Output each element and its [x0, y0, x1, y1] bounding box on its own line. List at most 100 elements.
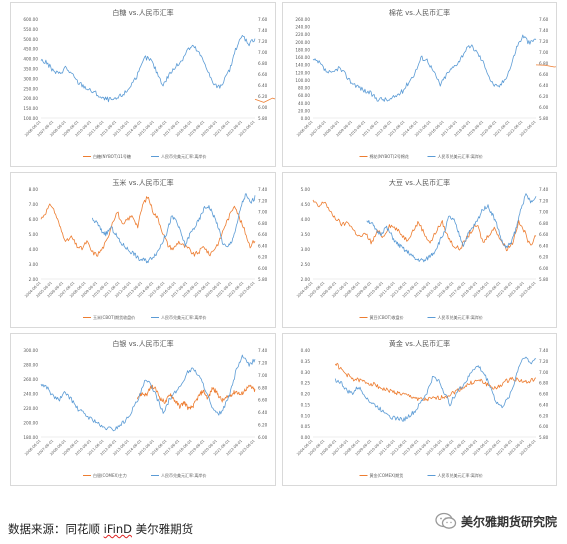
y-left-tick-label: 160.00: [295, 55, 310, 60]
chart-panel: 黄金 vs.人民币汇率 0.40 0.35 0.30 0.25 0.20 0.15 0.10 0…: [282, 333, 557, 486]
y-right-tick-label: 6.00: [539, 424, 549, 429]
y-left-tick-label: 500.00: [23, 37, 38, 42]
legend-label: 玉米(CBOT)期货收盘价: [93, 314, 135, 320]
wechat-icon: [435, 512, 457, 529]
legend-label: 黄金(COMEX)期货: [370, 472, 404, 478]
y-left-tick-label: 250.00: [23, 86, 38, 91]
chart-svg: 8.00 7.00 6.00 5.00 4.00 3.00 2.00 7.40 7.20 7.00…: [24, 187, 268, 320]
y-right-tick-label: 5.80: [539, 435, 549, 440]
y-left-tick-label: 20.00: [298, 108, 310, 113]
y-left-tick-label: 0.00: [301, 435, 311, 440]
legend-label: 人民币兑美元汇率:离岸价: [438, 472, 483, 478]
y-left-tick-label: 280.00: [23, 363, 38, 368]
legend-label: 黄豆(CBOT)收盘价: [370, 314, 404, 320]
y-right-tick-label: 6.60: [258, 398, 268, 403]
brand-logo: 美尔雅期货研究院: [435, 510, 557, 532]
y-left-tick-label: 180.00: [295, 47, 310, 52]
legend-label: 人民币兑美元汇率:离岸价: [438, 153, 483, 159]
y-right-tick-label: 6.80: [258, 385, 268, 390]
y-left-tick-label: 240.00: [295, 25, 310, 30]
y-left-tick-label: 3.00: [29, 262, 39, 267]
y-left-tick-label: 4.50: [301, 202, 311, 207]
legend-label: 白糖(NYBOT)11号糖: [93, 153, 131, 159]
y-left-tick-label: 300.00: [23, 348, 38, 353]
y-right-tick-label: 5.80: [539, 116, 549, 121]
y-left-tick-label: 240.00: [23, 392, 38, 397]
series-line-fx: [366, 193, 537, 263]
series-line-commodity: [334, 362, 537, 402]
y-right-tick-label: 7.60: [539, 17, 549, 22]
y-right-tick-label: 5.80: [258, 277, 268, 282]
chart-title: 大豆 vs.人民币汇率: [388, 179, 451, 187]
legend-label: 棉花(NYBOT)2号棉花: [370, 153, 409, 159]
source-suffix: 美尔雅期货: [131, 522, 194, 536]
y-right-tick-label: 6.60: [258, 232, 268, 237]
series-line-fx: [40, 354, 256, 432]
chart-svg: 260.00 240.00 220.00 200.00 180.00 160.00 140.…: [295, 17, 556, 159]
chart-title: 黄金 vs.人民币汇率: [388, 340, 451, 348]
y-left-tick-label: 260.00: [23, 377, 38, 382]
y-right-tick-label: 7.00: [539, 50, 549, 55]
y-right-tick-label: 7.40: [539, 28, 549, 33]
y-left-tick-label: 350.00: [23, 67, 38, 72]
y-right-tick-label: 7.40: [258, 28, 268, 33]
y-left-tick-label: 0.35: [301, 359, 311, 364]
y-left-tick-label: 0.00: [301, 116, 311, 121]
y-left-tick-label: 150.00: [23, 106, 38, 111]
y-right-tick-label: 6.40: [539, 83, 549, 88]
series-line-fx: [312, 34, 537, 102]
y-right-tick-label: 6.60: [539, 232, 549, 237]
y-left-tick-label: 200.00: [23, 421, 38, 426]
y-left-tick-label: 0.10: [301, 413, 311, 418]
y-left-tick-label: 260.00: [295, 17, 310, 22]
y-right-tick-label: 7.00: [539, 210, 549, 215]
series-line-fx: [40, 34, 256, 103]
y-right-tick-label: 6.40: [539, 402, 549, 407]
y-right-tick-label: 6.80: [539, 381, 549, 386]
y-right-tick-label: 6.20: [258, 423, 268, 428]
y-right-tick-label: 6.60: [539, 72, 549, 77]
y-right-tick-label: 7.20: [258, 39, 268, 44]
chart-panel: 大豆 vs.人民币汇率 5.00 4.50 4.00 3.50 3.00 2.50 2.00 7…: [282, 172, 557, 328]
chart-panel: 棉花 vs.人民币汇率 260.00 240.00 220.00 200.00 180.0…: [282, 2, 557, 167]
y-right-tick-label: 7.60: [258, 17, 268, 22]
source-prefix: 数据来源：同花顺: [8, 522, 104, 536]
y-left-tick-label: 40.00: [298, 101, 310, 106]
y-right-tick-label: 6.20: [539, 255, 549, 260]
y-left-tick-label: 220.00: [295, 32, 310, 37]
y-right-tick-label: 6.80: [258, 221, 268, 226]
chart-title: 白糖 vs.人民币汇率: [112, 9, 174, 17]
y-left-tick-label: 220.00: [23, 406, 38, 411]
y-left-tick-label: 100.00: [295, 78, 310, 83]
chart-panel: 白糖 vs.人民币汇率 600.00 550.00 500.00 450.00 400.0…: [10, 2, 276, 167]
legend-label: 人民币兑美元汇率:离岸价: [161, 314, 206, 320]
y-left-tick-label: 80.00: [298, 86, 310, 91]
y-right-tick-label: 6.00: [258, 266, 268, 271]
y-right-tick-label: 7.40: [258, 348, 268, 353]
chart-title: 棉花 vs.人民币汇率: [388, 9, 451, 17]
y-left-tick-label: 2.00: [301, 277, 311, 282]
series-line-commodity: [136, 384, 256, 411]
series-line-commodity: [40, 196, 256, 257]
y-left-tick-label: 200.00: [295, 40, 310, 45]
legend-label: 人民币兑美元汇率:离岸价: [438, 314, 483, 320]
y-left-tick-label: 4.00: [29, 247, 39, 252]
source-footer: 数据来源：同花顺 iFinD 美尔雅期货: [8, 521, 193, 537]
y-right-tick-label: 6.40: [539, 243, 549, 248]
y-left-tick-label: 4.00: [301, 217, 311, 222]
y-left-tick-label: 8.00: [29, 187, 39, 192]
y-right-tick-label: 6.60: [258, 72, 268, 77]
y-right-tick-label: 7.40: [539, 187, 549, 192]
legend-label: 白银(COMEX)主力: [93, 472, 127, 478]
y-left-tick-label: 2.50: [301, 262, 311, 267]
chart-svg: 600.00 550.00 500.00 450.00 400.00 350.00 300.…: [23, 17, 275, 159]
brand-name: 美尔雅期货研究院: [460, 514, 557, 529]
y-right-tick-label: 7.00: [258, 210, 268, 215]
y-right-tick-label: 6.40: [258, 83, 268, 88]
y-left-tick-label: 0.25: [301, 381, 311, 386]
y-right-tick-label: 6.00: [539, 105, 549, 110]
y-right-tick-label: 7.40: [258, 187, 268, 192]
y-left-tick-label: 450.00: [23, 47, 38, 52]
y-right-tick-label: 6.40: [258, 410, 268, 415]
y-left-tick-label: 3.00: [301, 247, 311, 252]
